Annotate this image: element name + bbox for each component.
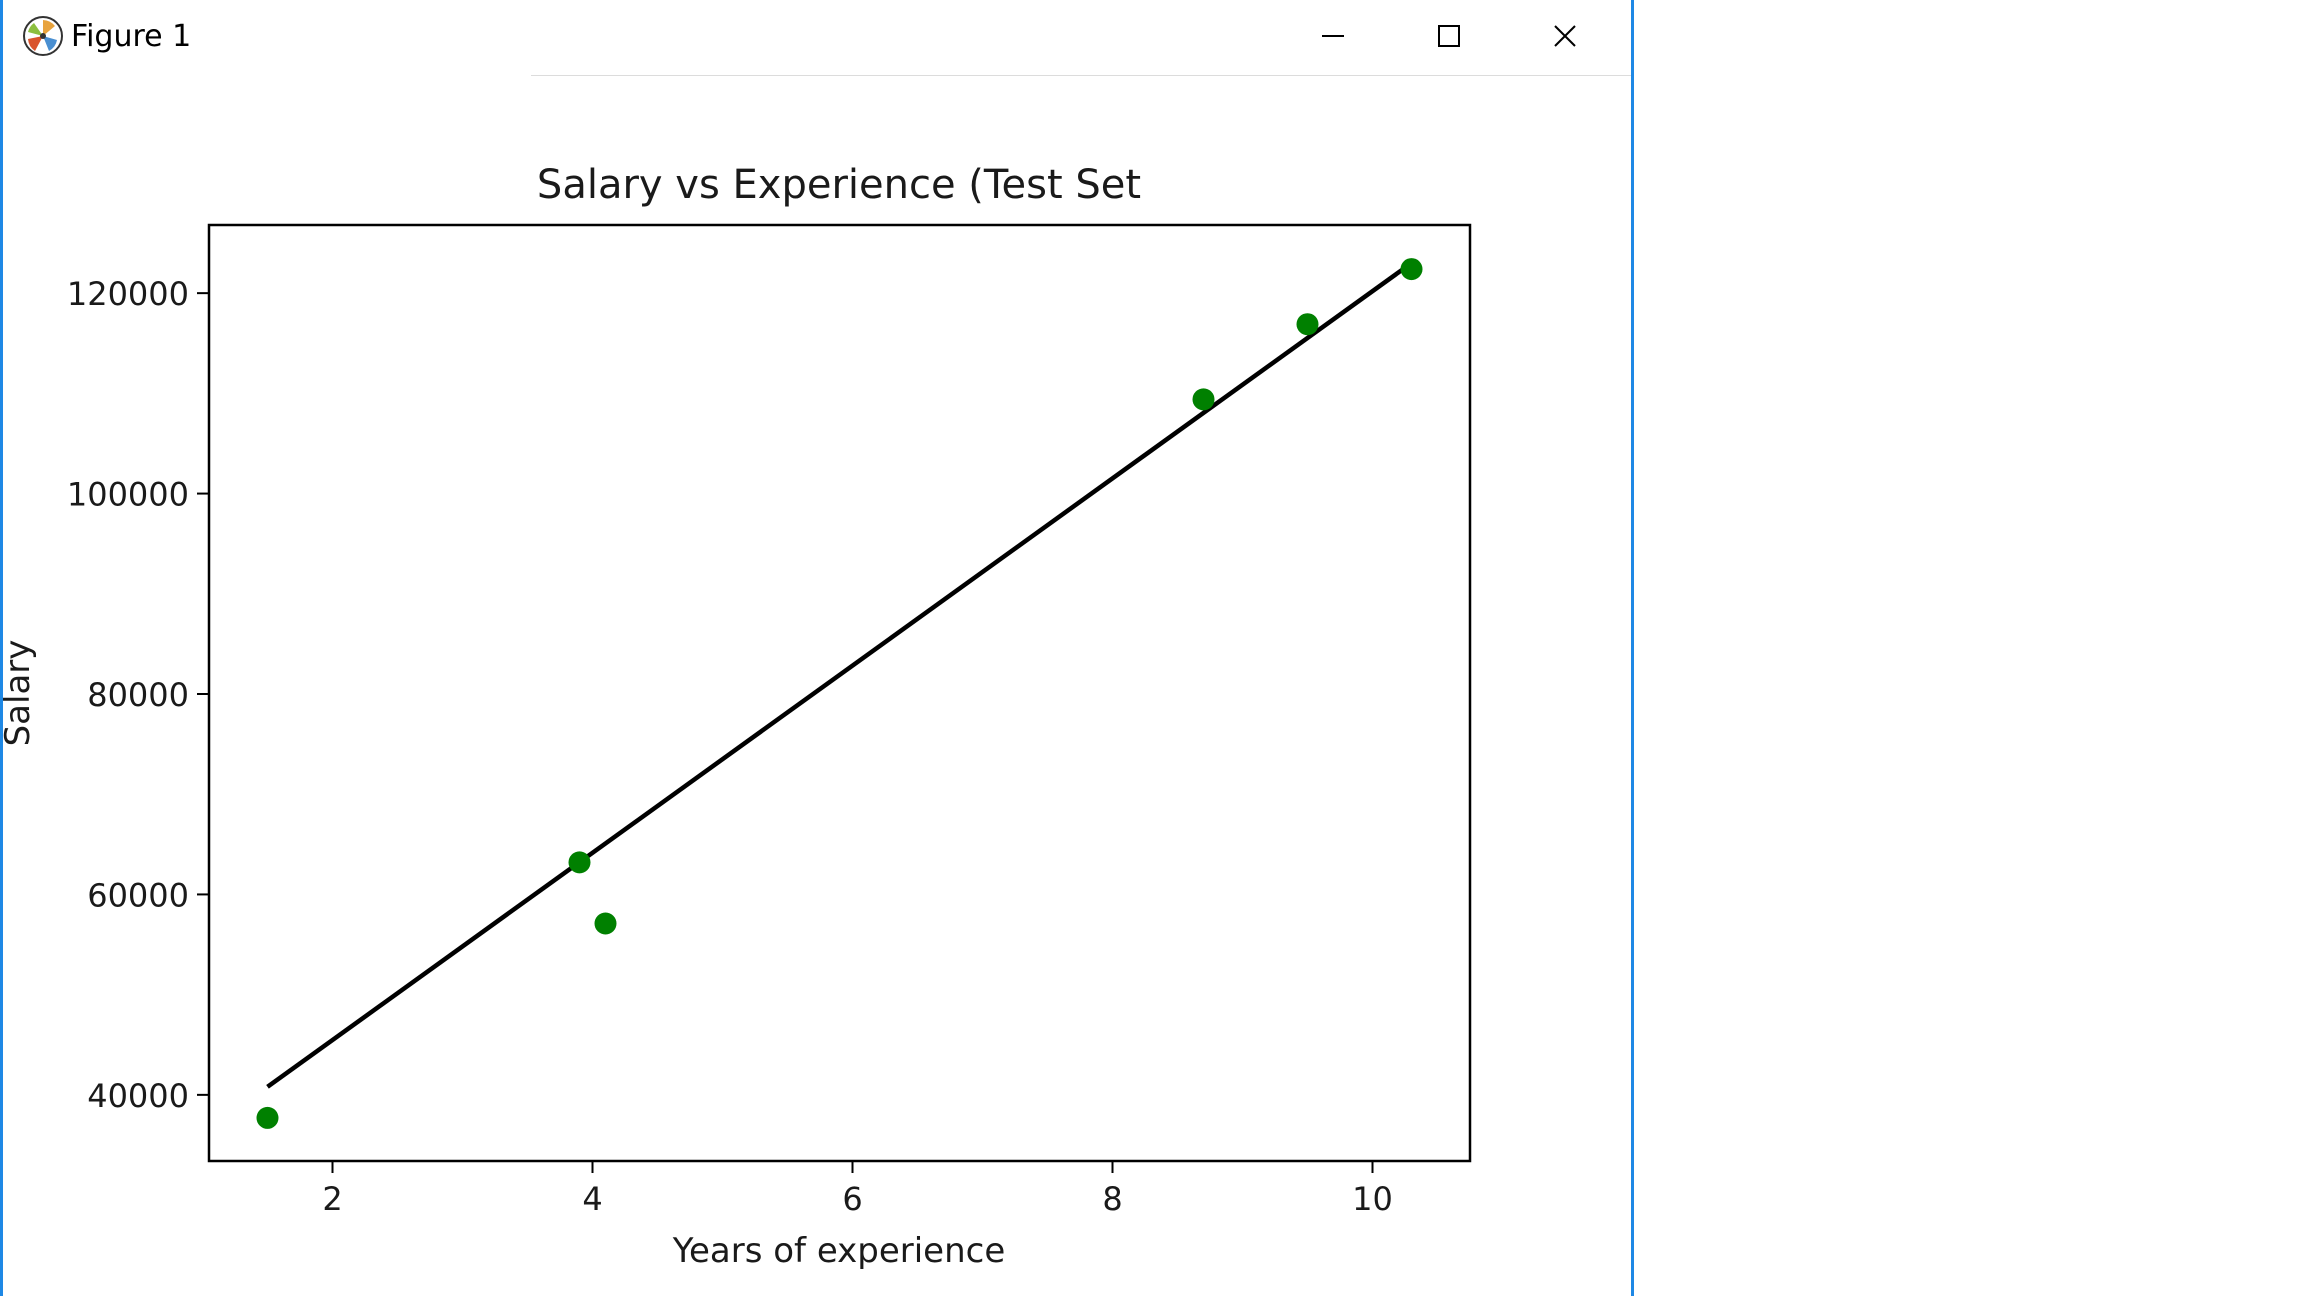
y-tick-label: 80000 [87, 676, 189, 714]
x-axis-label: Years of experience [672, 1231, 1006, 1271]
x-tick-label: 2 [322, 1180, 342, 1218]
title-bar[interactable]: Figure 1 [3, 0, 1631, 74]
y-tick-label: 100000 [67, 476, 189, 514]
title-separator [531, 75, 1631, 76]
x-tick-label: 4 [582, 1180, 602, 1218]
close-icon [1554, 25, 1576, 47]
data-point-0 [256, 1106, 279, 1129]
maximize-button[interactable] [1391, 0, 1507, 72]
chart-title: Salary vs Experience (Test Set [537, 162, 1141, 208]
y-tick-label: 40000 [87, 1077, 189, 1115]
y-axis: 40000 60000 80000 100000 120000 [67, 275, 209, 1115]
chart-marks [256, 258, 1423, 1129]
y-axis-label: Salary [3, 640, 38, 747]
y-tick-label: 120000 [67, 275, 189, 313]
x-tick-label: 6 [842, 1180, 862, 1218]
figure-window: Figure 1 Salary vs Experience (Test Set … [0, 0, 1634, 1296]
regression-line [266, 261, 1413, 1089]
maximize-icon [1438, 25, 1460, 47]
x-axis: 2 4 6 8 10 [322, 1161, 1393, 1218]
y-tick-label: 60000 [87, 876, 189, 914]
window-title: Figure 1 [71, 19, 192, 54]
minimize-button[interactable] [1275, 0, 1391, 72]
data-point-5 [1400, 258, 1423, 281]
data-point-2 [594, 912, 617, 935]
minimize-icon [1322, 35, 1344, 37]
data-point-4 [1296, 313, 1319, 336]
x-tick-label: 8 [1102, 1180, 1122, 1218]
close-button[interactable] [1507, 0, 1623, 72]
x-tick-label: 10 [1352, 1180, 1393, 1218]
data-point-1 [568, 851, 591, 874]
matplotlib-logo-icon [23, 16, 63, 56]
axes-frame [207, 223, 1472, 1163]
data-point-3 [1192, 388, 1215, 411]
plot-canvas: Salary vs Experience (Test Set 2 4 6 8 10 40… [3, 162, 1472, 1271]
